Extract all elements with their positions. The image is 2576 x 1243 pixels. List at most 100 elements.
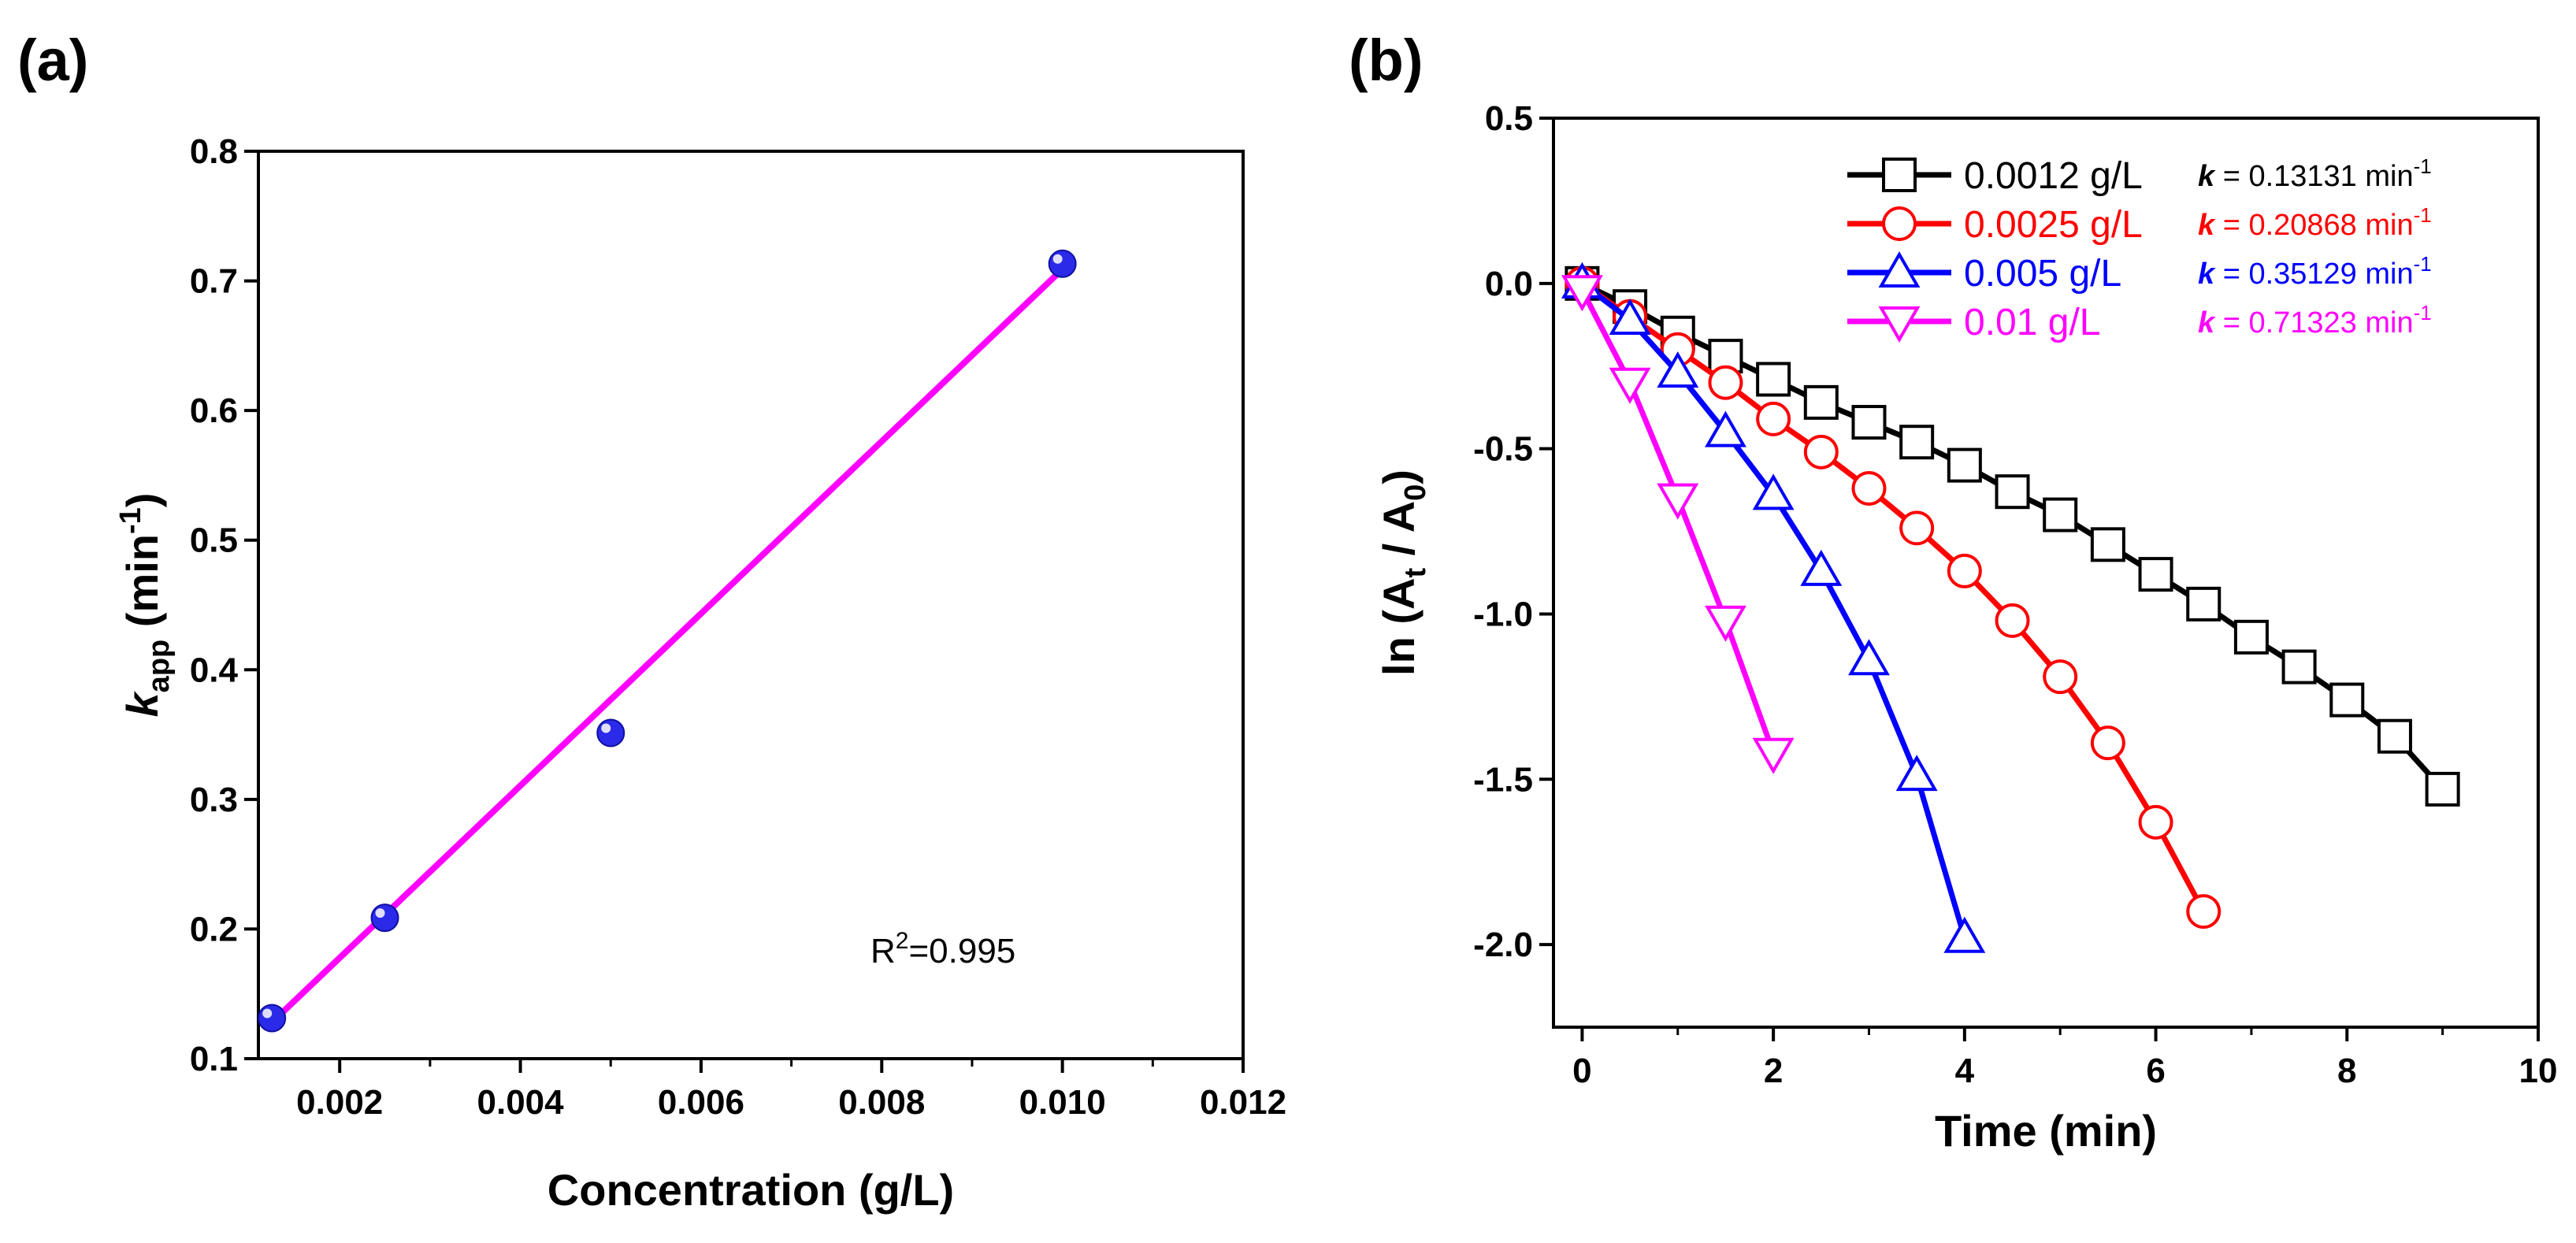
panel-b-data-point [2090,527,2125,562]
panel-b-data-point [2425,771,2460,807]
panel-b-data-point [1609,367,1651,404]
panel-b: (b) 0 2 4 6 8 10 0.5 0.0 -0.5 -1.0 -1.5 -2.0 0.001… [1349,28,2557,1156]
panel-b-legend: 0.0012 g/L k = 0.13131 min-1 0.0025 g/L k =… [1847,154,2432,343]
panel-a-data-point [370,903,399,933]
panel-b-data-point [1899,510,1935,546]
panel-a-x-tick-label: 0.004 [477,1083,565,1122]
legend-label: 0.0012 g/L [1964,155,2143,197]
panel-b-data-point [1943,916,1986,953]
legend-rate-constant: k = 0.13131 min-1 [2198,154,2432,193]
legend-rate-constant: k = 0.20868 min-1 [2198,203,2432,242]
panel-b-data-point [1752,737,1795,774]
panel-b-data-point [1561,275,1603,312]
panel-a-x-tick-label: 0.008 [838,1083,925,1122]
panel-b-data-point [2138,804,2173,840]
panel-b-data-point [1848,639,1890,676]
panel-a-x-tick-label: 0.006 [658,1083,744,1122]
panel-a-y-tick-label: 0.3 [190,781,238,819]
panel-a-point-highlight [1052,254,1063,264]
panel-b-data-point [2186,586,2222,622]
panel-a-point-body [258,1004,287,1033]
panel-a-plot-frame [257,150,1245,1060]
panel-a-y-tick-label: 0.6 [190,391,238,430]
panel-a-points [258,249,1077,1033]
legend-entry: 0.0012 g/L k = 0.13131 min-1 [1847,154,2432,197]
legend-rate-constant: k = 0.35129 min-1 [2198,252,2432,291]
panel-b-data-point [1708,365,1743,400]
panel-a-x-axis-title: Concentration (g/L) [547,1165,954,1215]
panel-a-point-highlight [601,723,611,733]
panel-b-data-point [1851,405,1887,440]
panel-b-x-ticks: 0 2 4 6 8 10 [1572,1027,2557,1090]
panel-a: (a) 0.002 0.004 0.006 0.008 0.010 0.012 0.10.… [17,28,1286,1215]
panel-b-data-point [1756,401,1791,436]
panel-a-data-point [1048,249,1077,278]
panel-a-data-point [596,718,625,748]
panel-b-y-tick-label: -1.5 [1473,760,1533,799]
panel-b-data-point [2329,682,2365,718]
panel-b-data-point [2090,725,2125,761]
panel-a-y-tick-label: 0.4 [190,651,239,689]
legend-entry: 0.01 g/L k = 0.71323 min-1 [1847,301,2432,343]
panel-b-data-point [1752,473,1795,510]
panel-a-y-tick-label: 0.5 [190,521,238,560]
panel-a-point-highlight [375,908,385,918]
legend-label: 0.01 g/L [1964,302,2100,343]
panel-b-data-point [2138,557,2173,592]
legend-label: 0.005 g/L [1964,253,2121,295]
panel-b-series-1 [1565,265,2222,929]
legend-label: 0.0025 g/L [1964,204,2143,246]
legend-rate-constant: k = 0.71323 min-1 [2198,301,2432,340]
panel-b-data-point [2233,619,2269,655]
panel-a-fit [269,266,1065,1025]
panel-a-y-tick-label: 0.1 [190,1040,238,1078]
panel-a-data-point [258,1004,287,1033]
panel-a-point-body [1048,249,1077,278]
panel-b-data-point [1995,474,2030,510]
panel-b-data-point [1947,447,1982,483]
panel-b-data-point [1756,362,1791,397]
panel-b-data-point [2043,497,2078,532]
panel-b-data-point [1947,553,1982,588]
panel-b-data-point [1803,384,1839,420]
legend-marker [1882,158,1917,192]
panel-b-data-point [1704,410,1746,447]
panel-b-data-point [1657,483,1699,520]
legend-entry: 0.0025 g/L k = 0.20868 min-1 [1847,203,2432,246]
panel-b-series [1561,262,2460,953]
panel-b-data-point [1609,298,1651,335]
panel-b-y-ticks: 0.5 0.0 -0.5 -1.0 -1.5 -2.0 [1473,99,1553,964]
panel-b-data-point [2043,659,2078,695]
panel-a-point-body [596,718,625,748]
panel-b-x-tick-label: 8 [2337,1052,2356,1090]
panel-a-x-tick-label: 0.002 [296,1083,383,1122]
panel-b-data-point [2186,894,2222,929]
panel-b-data-point [1704,605,1746,642]
panel-b-y-tick-label: -0.5 [1473,430,1533,469]
panel-a-point-body [370,903,399,933]
legend-marker [1878,306,1921,343]
panel-a-point-highlight [262,1008,273,1019]
panel-b-series-0 [1565,265,2460,807]
panel-a-y-tick-label: 0.7 [190,262,238,301]
panel-b-series-3 [1561,275,1795,774]
panel-b-data-point [1899,425,1935,460]
panel-b-y-tick-label: -1.0 [1473,595,1533,633]
panel-a-y-tick-label: 0.8 [190,132,238,171]
panel-b-x-tick-label: 6 [2146,1052,2165,1090]
panel-a-y-axis-title: kapp (min-1) [114,493,176,718]
panel-b-y-axis-title: ln (At / A0) [1374,469,1432,676]
panel-a-x-tick-label: 0.012 [1200,1083,1286,1122]
panel-b-data-point [1895,755,1938,792]
panel-b-data-point [1995,603,2030,638]
panel-b-x-tick-label: 0 [1572,1052,1591,1090]
panel-a-fit-line [269,266,1065,1025]
legend-marker [1882,206,1917,241]
panel-a-label: (a) [17,28,88,93]
panel-b-data-point [2281,649,2317,685]
panel-b-x-axis-title: Time (min) [1935,1106,2157,1156]
panel-b-data-point [1803,434,1839,469]
panel-b-plot-frame [1552,117,2540,1029]
legend-marker [1878,250,1921,288]
panel-a-r2-annotation: R2=0.995 [870,928,1015,970]
